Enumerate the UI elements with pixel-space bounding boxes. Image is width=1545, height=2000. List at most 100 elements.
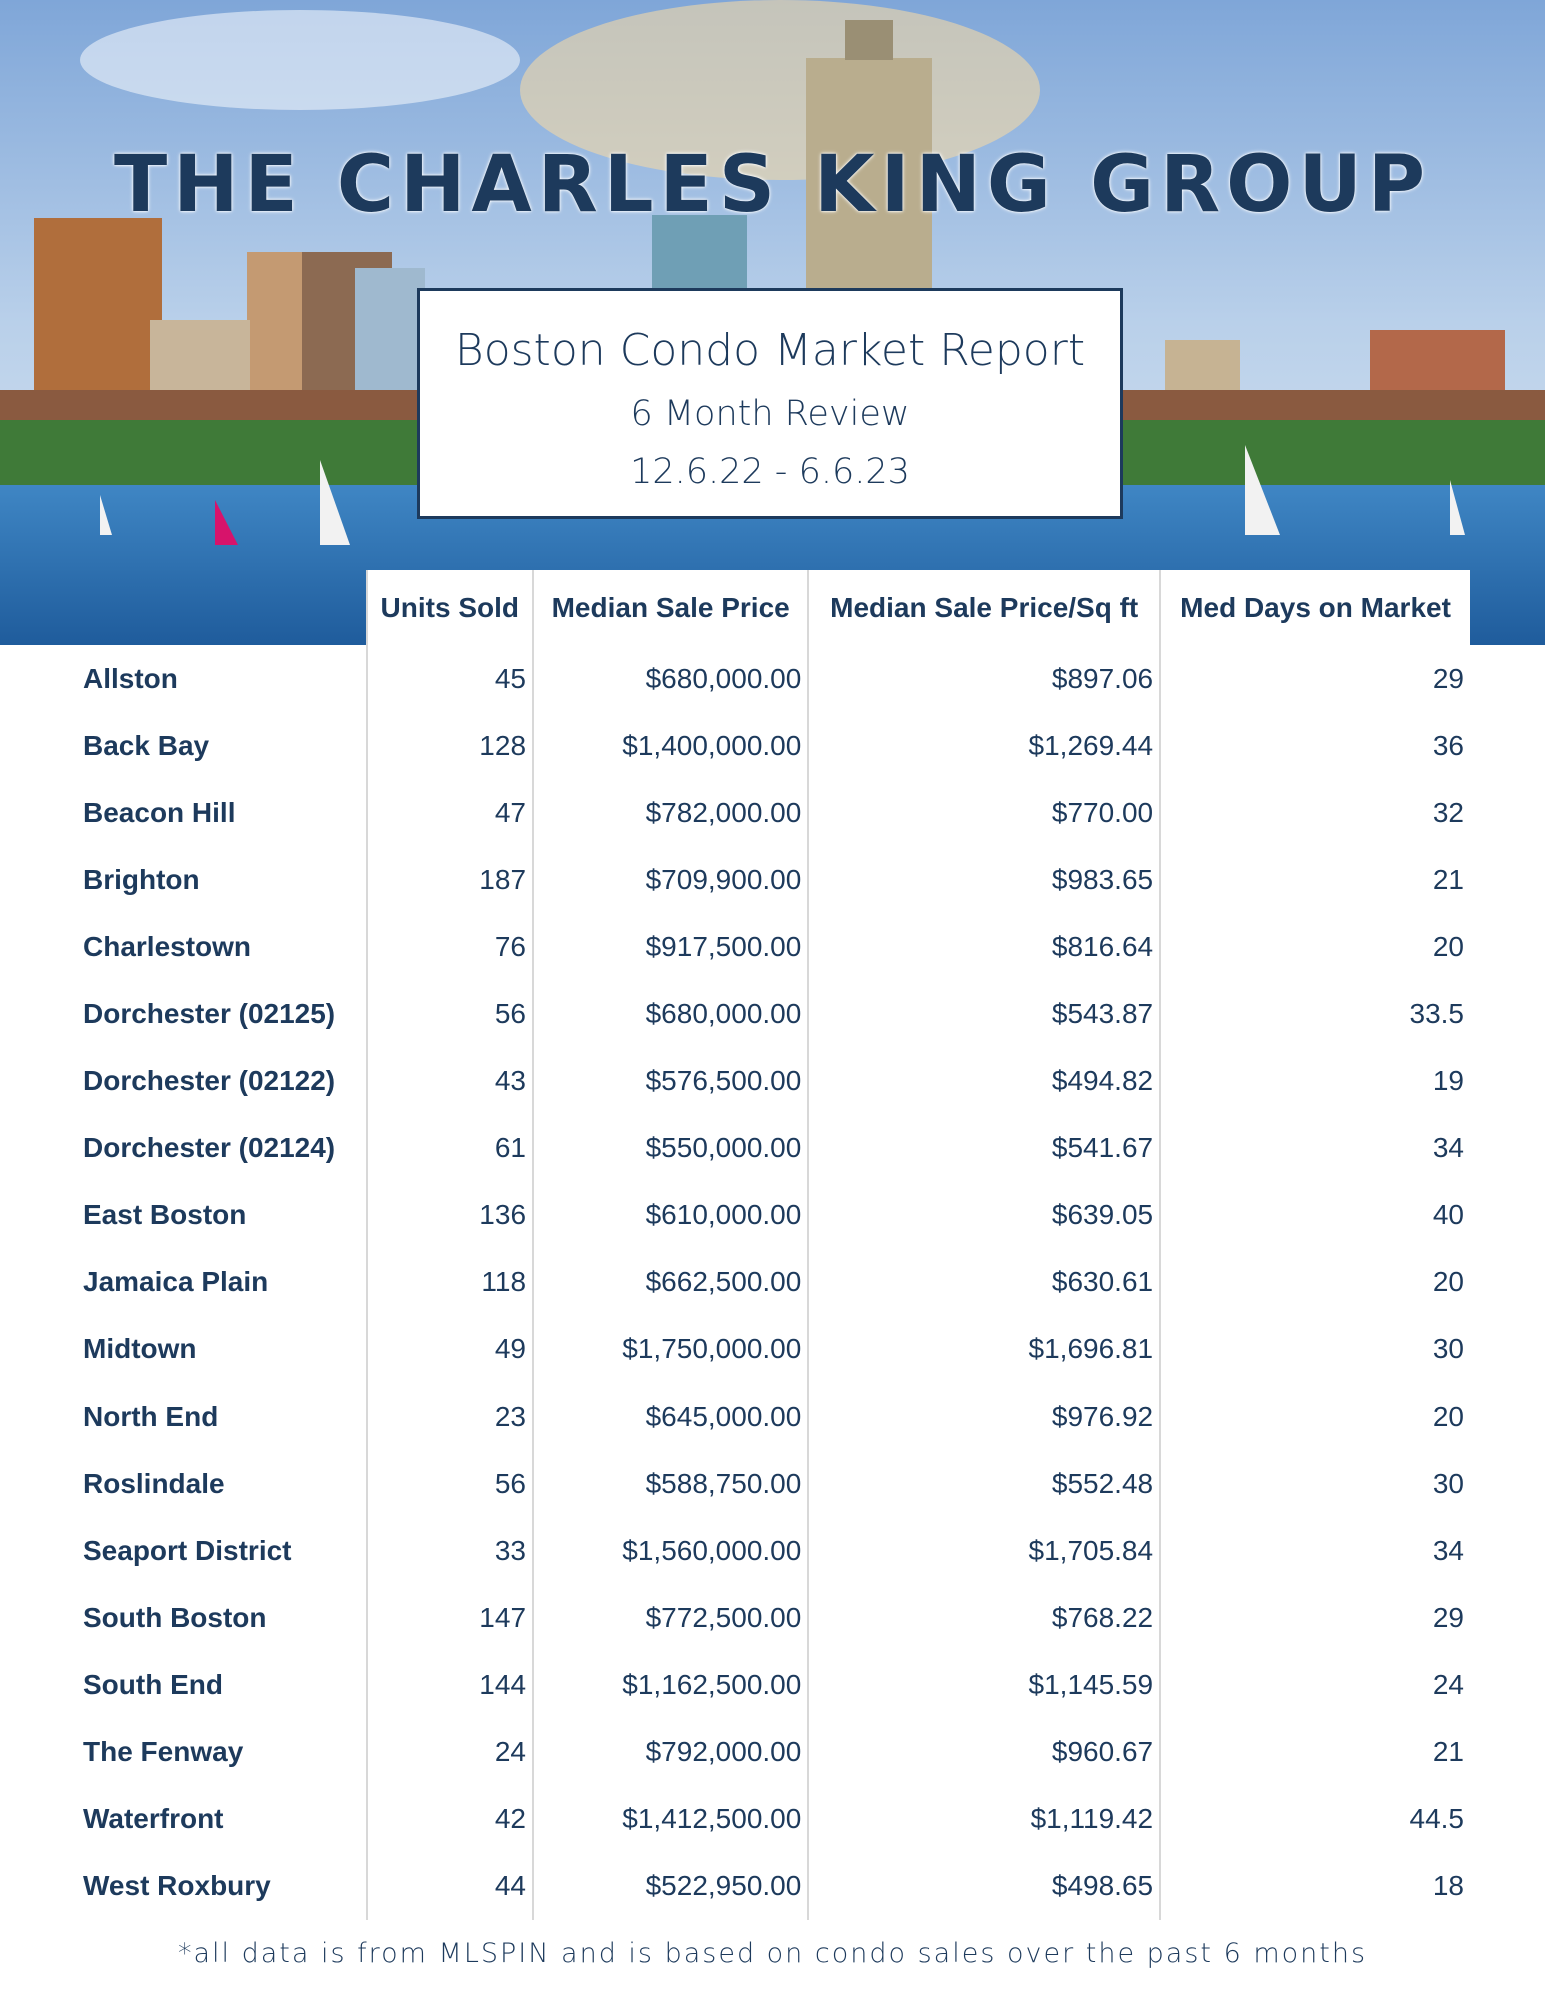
market-table: Units Sold Median Sale Price Median Sale P…: [77, 570, 1470, 1920]
table-row: Allston 45 $680,000.00 $897.06 29: [77, 645, 1470, 713]
value-cell: $1,119.42: [807, 1785, 1161, 1853]
table-row: Brighton 187 $709,900.00 $983.65 21: [77, 846, 1470, 914]
value-cell: $770.00: [807, 779, 1161, 847]
value-cell: 34: [1159, 1114, 1470, 1182]
value-cell: 76: [365, 913, 534, 981]
table-row: Waterfront 42 $1,412,500.00 $1,119.42 44.5: [77, 1785, 1470, 1853]
value-cell: $772,500.00: [532, 1584, 809, 1652]
table-row: West Roxbury 44 $522,950.00 $498.65 18: [77, 1852, 1470, 1920]
table-row: Midtown 49 $1,750,000.00 $1,696.81 30: [77, 1315, 1470, 1384]
value-cell: 20: [1159, 1248, 1470, 1316]
value-cell: $662,500.00: [532, 1248, 809, 1316]
table-row: Dorchester (02122) 43 $576,500.00 $494.82 19: [77, 1047, 1470, 1115]
value-cell: 34: [1159, 1517, 1470, 1585]
value-cell: $680,000.00: [532, 980, 809, 1048]
value-cell: 20: [1159, 1383, 1470, 1451]
value-cell: $550,000.00: [532, 1114, 809, 1182]
report-subtitle: 6 Month Review: [630, 394, 910, 434]
header-cell: Median Sale Price/Sq ft: [807, 570, 1161, 645]
neighborhood-cell: Dorchester (02124): [83, 1132, 336, 1164]
value-cell: 24: [365, 1718, 534, 1786]
header-cell: [77, 570, 367, 645]
value-cell: $1,269.44: [807, 712, 1161, 780]
table-head: Units Sold Median Sale Price Median Sale P…: [77, 570, 1470, 645]
header-row: Units Sold Median Sale Price Median Sale P…: [77, 570, 1470, 645]
value-cell: $1,145.59: [807, 1651, 1161, 1719]
neighborhood-cell: Roslindale: [83, 1467, 225, 1499]
value-cell: 19: [1159, 1047, 1470, 1115]
table-body: Allston 45 $680,000.00 $897.06 29 Back Bay 128…: [77, 645, 1470, 1920]
table-row: South Boston 147 $772,500.00 $768.22 29: [77, 1584, 1470, 1652]
neighborhood-cell: Charlestown: [83, 930, 252, 962]
value-cell: $792,000.00: [532, 1718, 809, 1786]
value-cell: 56: [365, 980, 534, 1048]
value-cell: 29: [1159, 645, 1470, 713]
table-row: Seaport District 33 $1,560,000.00 $1,705.84…: [77, 1517, 1470, 1585]
value-cell: 20: [1159, 913, 1470, 981]
value-cell: $1,412,500.00: [532, 1785, 809, 1853]
value-cell: $498.65: [807, 1852, 1161, 1920]
neighborhood-cell: Brighton: [83, 863, 200, 895]
brand-title: THE CHARLES KING GROUP: [113, 140, 1431, 230]
table-row: Beacon Hill 47 $782,000.00 $770.00 32: [77, 779, 1470, 847]
value-cell: $1,696.81: [807, 1315, 1161, 1384]
value-cell: 43: [365, 1047, 534, 1115]
value-cell: 21: [1159, 1718, 1470, 1786]
value-cell: $630.61: [807, 1248, 1161, 1316]
value-cell: 147: [365, 1584, 534, 1652]
value-cell: $976.92: [807, 1383, 1161, 1451]
value-cell: 32: [1159, 779, 1470, 847]
header-cell: Med Days on Market: [1159, 570, 1470, 645]
value-cell: 40: [1159, 1181, 1470, 1249]
value-cell: 30: [1159, 1450, 1470, 1518]
value-cell: $576,500.00: [532, 1047, 809, 1115]
value-cell: $782,000.00: [532, 779, 809, 847]
value-cell: 33.5: [1159, 980, 1470, 1048]
table-row: Dorchester (02125) 56 $680,000.00 $543.87 33…: [77, 980, 1470, 1048]
table-row: Roslindale 56 $588,750.00 $552.48 30: [77, 1450, 1470, 1518]
value-cell: 23: [365, 1383, 534, 1451]
table-row: The Fenway 24 $792,000.00 $960.67 21: [77, 1718, 1470, 1786]
value-cell: $1,750,000.00: [532, 1315, 809, 1384]
value-cell: 44.5: [1159, 1785, 1470, 1853]
neighborhood-cell: North End: [83, 1400, 219, 1432]
neighborhood-cell: Midtown: [83, 1333, 197, 1365]
report-box: Boston Condo Market Report 6 Month Revie…: [417, 288, 1123, 519]
table-row: East Boston 136 $610,000.00 $639.05 40: [77, 1181, 1470, 1249]
value-cell: 21: [1159, 846, 1470, 914]
value-cell: $816.64: [807, 913, 1161, 981]
value-cell: $543.87: [807, 980, 1161, 1048]
neighborhood-cell: Waterfront: [83, 1803, 224, 1835]
neighborhood-cell: Dorchester (02125): [83, 998, 336, 1030]
value-cell: $1,400,000.00: [532, 712, 809, 780]
value-cell: $639.05: [807, 1181, 1161, 1249]
value-cell: 42: [365, 1785, 534, 1853]
value-cell: 44: [365, 1852, 534, 1920]
neighborhood-cell: Back Bay: [83, 729, 210, 761]
neighborhood-cell: Allston: [83, 662, 178, 694]
neighborhood-cell: Jamaica Plain: [83, 1266, 269, 1298]
table-row: Back Bay 128 $1,400,000.00 $1,269.44 36: [77, 712, 1470, 780]
value-cell: 36: [1159, 712, 1470, 780]
value-cell: 18: [1159, 1852, 1470, 1920]
neighborhood-cell: Dorchester (02122): [83, 1065, 336, 1097]
neighborhood-cell: South End: [83, 1668, 223, 1700]
neighborhood-cell: Seaport District: [83, 1534, 292, 1566]
value-cell: 118: [365, 1248, 534, 1316]
value-cell: $1,705.84: [807, 1517, 1161, 1585]
value-cell: $552.48: [807, 1450, 1161, 1518]
neighborhood-cell: South Boston: [83, 1601, 267, 1633]
neighborhood-cell: East Boston: [83, 1199, 247, 1231]
report-title: Boston Condo Market Report: [454, 325, 1086, 376]
value-cell: $541.67: [807, 1114, 1161, 1182]
value-cell: $494.82: [807, 1047, 1161, 1115]
value-cell: $960.67: [807, 1718, 1161, 1786]
value-cell: $709,900.00: [532, 846, 809, 914]
value-cell: 61: [365, 1114, 534, 1182]
value-cell: $1,560,000.00: [532, 1517, 809, 1585]
value-cell: 49: [365, 1315, 534, 1384]
value-cell: 47: [365, 779, 534, 847]
header-cell: Units Sold: [365, 570, 534, 645]
value-cell: 128: [365, 712, 534, 780]
